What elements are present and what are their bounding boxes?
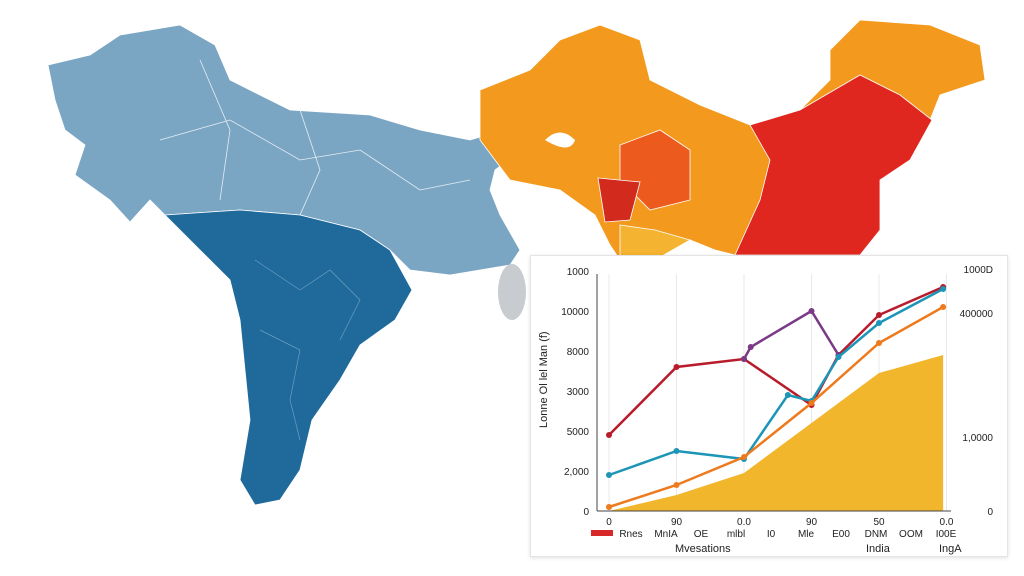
series-point: [876, 340, 882, 346]
y-tick-label: 1000: [567, 267, 590, 278]
series-point: [876, 320, 882, 326]
right-y-tick-label: 1000D: [964, 265, 993, 276]
x-label: I0: [767, 529, 776, 540]
x-label: OOM: [899, 529, 923, 540]
series-point: [940, 304, 947, 310]
x-tick-label: 90: [671, 517, 683, 528]
x-axis-title: Mvesations: [675, 543, 731, 555]
legend-swatch: [591, 530, 613, 536]
series-line-2: [608, 287, 944, 477]
series-point: [606, 432, 612, 438]
right-y-tick-label: 0: [987, 507, 993, 518]
northeast-region[interactable]: [734, 74, 933, 256]
y-tick-label: 2,000: [564, 467, 589, 478]
x-label-india: India: [866, 543, 891, 555]
x-label: OE: [694, 529, 709, 540]
series-point: [835, 354, 842, 360]
x-label: MnIA: [654, 529, 678, 540]
series-point: [876, 312, 882, 318]
chart-panel: 0 2,000 5000 3000 8000 10000 1000 0 1,0000 40000…: [530, 255, 1008, 557]
west-red-region[interactable]: [597, 177, 641, 223]
x-tick-label: 50: [873, 517, 885, 528]
island: [498, 264, 526, 320]
right-y-tick-label: 400000: [960, 309, 994, 320]
series-point: [741, 356, 747, 362]
x-label: DNM: [865, 529, 888, 540]
series-point: [808, 308, 815, 314]
south-region[interactable]: [164, 209, 413, 506]
x-label: E00: [832, 529, 850, 540]
x-label: mlbl: [727, 529, 745, 540]
series-point: [673, 448, 680, 454]
x-tick-label: 0.0: [940, 517, 954, 528]
area-series: [609, 355, 944, 511]
x-label-inga: IngA: [939, 543, 962, 555]
series-point: [673, 482, 680, 488]
series-point: [606, 472, 612, 478]
series-line-3: [608, 305, 944, 509]
series-point: [606, 504, 612, 510]
x-tick-label: 0: [606, 517, 612, 528]
x-tick-label: 0.0: [737, 517, 751, 528]
series-point: [673, 364, 680, 370]
y-tick-label: 3000: [567, 387, 590, 398]
series-point: [808, 400, 815, 406]
north-region[interactable]: [47, 24, 523, 276]
y-tick-label: 5000: [567, 427, 590, 438]
x-label: I00E: [936, 529, 957, 540]
y-tick-label: 0: [583, 507, 589, 518]
line-chart: 0 2,000 5000 3000 8000 10000 1000 0 1,0000 40000…: [538, 265, 994, 555]
right-y-tick-label: 1,0000: [962, 433, 993, 444]
series-point: [747, 344, 754, 350]
series-line-1: [742, 309, 840, 360]
x-label: Mle: [798, 529, 815, 540]
series-point: [784, 392, 791, 398]
y-axis-title: Lonne Ol lel Man (f): [538, 331, 550, 428]
x-tick-label: 90: [806, 517, 818, 528]
x-label: Rnes: [619, 529, 642, 540]
y-tick-label: 10000: [561, 307, 589, 318]
y-tick-label: 8000: [567, 347, 590, 358]
series-point: [940, 286, 947, 292]
series-point: [741, 454, 747, 460]
